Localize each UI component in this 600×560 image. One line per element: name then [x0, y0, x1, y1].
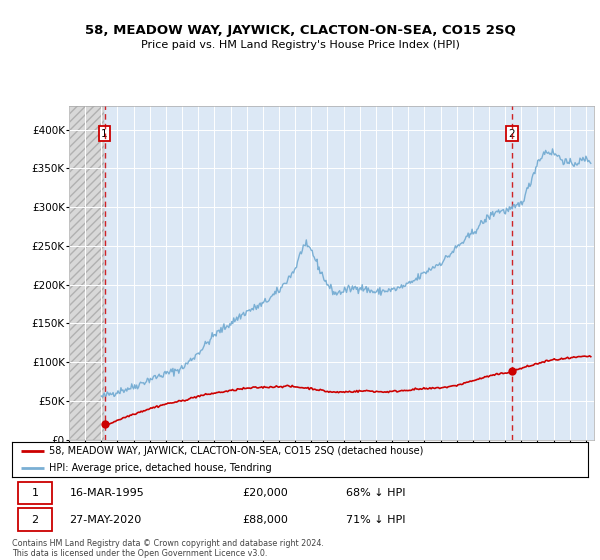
Bar [69, 106, 104, 440]
FancyBboxPatch shape [18, 482, 52, 504]
Text: Price paid vs. HM Land Registry's House Price Index (HPI): Price paid vs. HM Land Registry's House … [140, 40, 460, 50]
FancyBboxPatch shape [18, 508, 52, 531]
Text: 2: 2 [509, 129, 515, 138]
Text: 27-MAY-2020: 27-MAY-2020 [70, 515, 142, 525]
Text: 58, MEADOW WAY, JAYWICK, CLACTON-ON-SEA, CO15 2SQ (detached house): 58, MEADOW WAY, JAYWICK, CLACTON-ON-SEA,… [49, 446, 424, 456]
Text: 16-MAR-1995: 16-MAR-1995 [70, 488, 145, 498]
Text: 68% ↓ HPI: 68% ↓ HPI [346, 488, 406, 498]
Text: 58, MEADOW WAY, JAYWICK, CLACTON-ON-SEA, CO15 2SQ: 58, MEADOW WAY, JAYWICK, CLACTON-ON-SEA,… [85, 24, 515, 37]
Text: 1: 1 [32, 488, 38, 498]
Text: 2: 2 [31, 515, 38, 525]
Text: Contains HM Land Registry data © Crown copyright and database right 2024.
This d: Contains HM Land Registry data © Crown c… [12, 539, 324, 558]
Text: £88,000: £88,000 [242, 515, 288, 525]
Text: £20,000: £20,000 [242, 488, 288, 498]
Text: 1: 1 [101, 129, 108, 138]
Text: HPI: Average price, detached house, Tendring: HPI: Average price, detached house, Tend… [49, 463, 272, 473]
Text: 71% ↓ HPI: 71% ↓ HPI [346, 515, 406, 525]
